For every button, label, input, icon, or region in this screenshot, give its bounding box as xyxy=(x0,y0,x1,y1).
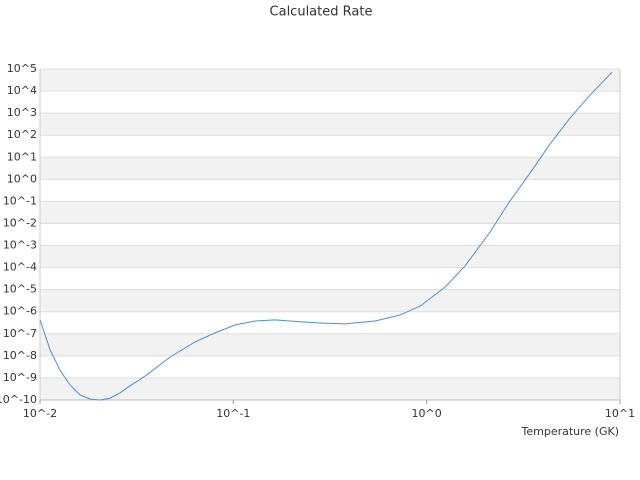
y-tick-label: 10^-9 xyxy=(3,371,37,384)
x-tick-label: 10^-1 xyxy=(216,407,250,420)
y-tick-label: 10^-8 xyxy=(3,349,37,362)
grid-band xyxy=(40,113,620,136)
y-tick-label: 10^4 xyxy=(7,84,37,97)
grid-band xyxy=(40,69,620,92)
x-tick-label: 10^-2 xyxy=(23,407,57,420)
y-tick-label: 10^-3 xyxy=(3,239,37,252)
y-tick-label: 10^-7 xyxy=(3,327,37,340)
y-tick-label: 10^2 xyxy=(7,128,37,141)
y-tick-label: 10^-4 xyxy=(3,261,37,274)
y-tick-label: 10^-1 xyxy=(3,194,37,207)
chart-title: Calculated Rate xyxy=(270,5,373,20)
grid-band xyxy=(40,377,620,400)
grid-band xyxy=(40,245,620,268)
grid-band xyxy=(40,333,620,356)
data-line xyxy=(39,71,613,401)
grid-band xyxy=(40,157,620,180)
y-tick-label: 10^0 xyxy=(7,172,37,185)
y-tick-label: 10^-6 xyxy=(3,305,37,318)
y-tick-label: 10^-5 xyxy=(3,283,37,296)
y-tick-label: 10^-2 xyxy=(3,216,37,229)
grid-band xyxy=(40,289,620,312)
x-tick-label: 10^0 xyxy=(412,407,442,420)
y-tick-label: 10^3 xyxy=(7,106,37,119)
y-tick-label: 10^5 xyxy=(7,62,37,75)
x-axis-label: Temperature (GK) xyxy=(521,425,620,438)
x-tick-label: 10^1 xyxy=(605,407,635,420)
y-tick-label: 10^-10 xyxy=(0,393,37,406)
y-tick-label: 10^1 xyxy=(7,150,37,163)
grid-band xyxy=(40,201,620,224)
